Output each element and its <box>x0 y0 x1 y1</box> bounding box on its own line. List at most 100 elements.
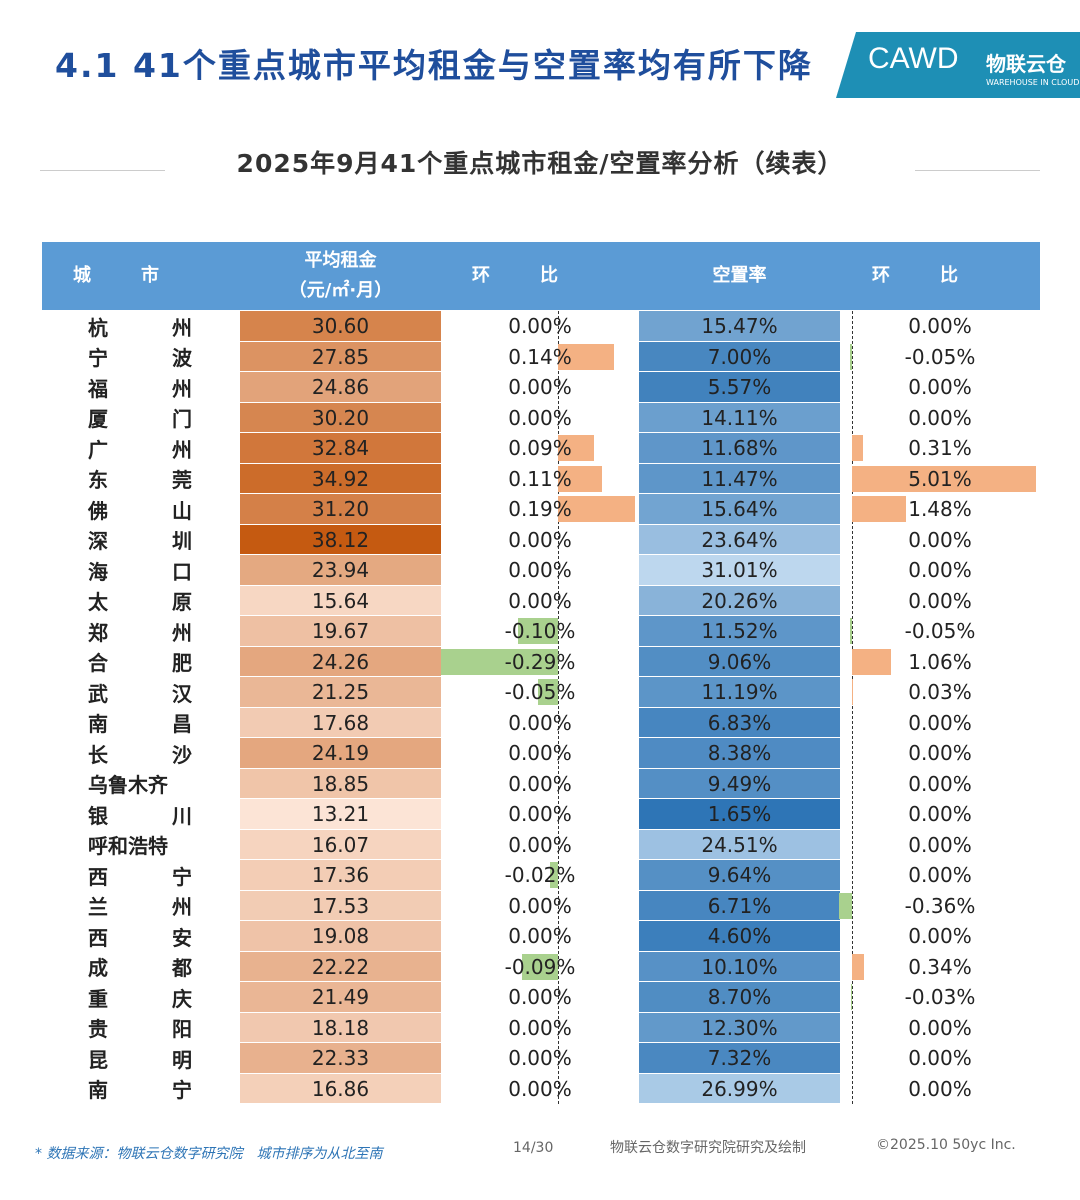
vacancy-change: 0.00% <box>908 1076 972 1101</box>
rent-change: 0.00% <box>508 741 572 765</box>
change-bar <box>549 862 558 888</box>
change-bar <box>517 618 558 644</box>
rent: 18.18 <box>311 1015 370 1040</box>
vacancy-change: 0.03% <box>908 680 972 704</box>
rent: 24.86 <box>311 375 370 399</box>
vacancy-cell <box>639 555 840 585</box>
vacancy: 8.38% <box>707 741 772 765</box>
rent: 31.20 <box>311 497 370 521</box>
rent-cell <box>240 585 441 615</box>
change-bar <box>558 465 603 492</box>
city: 昆明 <box>88 1047 192 1072</box>
city: 重庆 <box>88 986 192 1011</box>
change-bar <box>852 648 891 675</box>
vacancy-change: 1.48% <box>908 497 972 521</box>
city: 长沙 <box>88 742 192 767</box>
rent: 27.85 <box>311 344 370 369</box>
rent-change: 0.00% <box>508 527 572 552</box>
rent-cell <box>240 921 441 951</box>
rent-change: 0.00% <box>508 802 572 826</box>
city: 呼和浩特 <box>88 834 168 858</box>
credit: 物联云仓数字研究院研究及绘制 <box>610 1140 806 1156</box>
vacancy-cell <box>639 463 840 493</box>
rent-change: -0.09% <box>504 954 576 979</box>
city: 太原 <box>88 590 192 614</box>
vacancy: 31.01% <box>701 558 778 582</box>
rule <box>915 170 1040 171</box>
vacancy: 15.64% <box>701 497 778 521</box>
city: 南昌 <box>88 712 192 736</box>
vacancy-cell <box>639 372 840 402</box>
vacancy-change: 0.00% <box>908 375 972 399</box>
rent-cell <box>240 494 441 524</box>
rent-cell <box>240 677 441 707</box>
rent-cell <box>240 860 441 890</box>
column-header: 空置率 <box>639 242 840 310</box>
city: 杭州 <box>88 315 192 340</box>
vacancy-cell <box>639 921 840 951</box>
vacancy-change: 0.00% <box>908 405 972 430</box>
vacancy-cell <box>639 433 840 463</box>
vacancy-cell <box>639 402 840 432</box>
change-bar <box>850 343 852 370</box>
rent-change: 0.00% <box>508 710 572 735</box>
vacancy-change: 0.31% <box>908 436 972 460</box>
city: 福州 <box>88 376 192 401</box>
city: 西安 <box>88 925 192 950</box>
vacancy: 24.51% <box>701 832 778 857</box>
vacancy: 20.26% <box>701 588 778 613</box>
vacancy-cell <box>639 616 840 646</box>
rent-change: 0.11% <box>508 466 572 491</box>
vacancy-change: 0.00% <box>908 710 972 735</box>
change-bar <box>852 953 865 980</box>
vacancy: 11.52% <box>701 619 778 643</box>
rent-cell <box>240 707 441 737</box>
rent-change: -0.02% <box>504 863 576 887</box>
rent-change: 0.00% <box>508 924 572 948</box>
rent: 18.85 <box>311 771 370 796</box>
vacancy: 9.64% <box>707 863 772 887</box>
vacancy-change: 0.00% <box>908 314 972 338</box>
change-bar <box>850 618 852 644</box>
vacancy-change: 0.00% <box>908 558 972 582</box>
rent-cell <box>240 1073 441 1103</box>
rent: 23.94 <box>311 558 370 582</box>
city: 西宁 <box>88 864 192 889</box>
rent-cell <box>240 463 441 493</box>
city: 南宁 <box>88 1078 192 1102</box>
vacancy: 23.64% <box>701 527 778 552</box>
rent-change: 0.14% <box>508 344 572 369</box>
rent: 32.84 <box>311 436 370 460</box>
source: * 数据来源：物联云仓数字研究院 城市排序为从北至南 <box>35 1146 383 1162</box>
vacancy: 7.00% <box>707 344 772 369</box>
vacancy-change: 0.00% <box>908 1015 972 1040</box>
vacancy-cell <box>639 311 840 341</box>
vacancy-cell <box>639 524 840 554</box>
vacancy-cell <box>639 585 840 615</box>
vacancy-cell <box>639 1073 840 1103</box>
rent-change: 0.09% <box>508 436 572 460</box>
city: 宁波 <box>88 346 192 370</box>
city: 深圳 <box>88 529 192 553</box>
column-header: 平均租金 （元/㎡·月） <box>240 242 441 310</box>
rent-cell <box>240 1012 441 1042</box>
city: 兰州 <box>88 895 192 919</box>
rent-change: 0.00% <box>508 405 572 430</box>
vacancy: 6.83% <box>707 710 772 735</box>
rent-cell <box>240 738 441 768</box>
vacancy-cell <box>639 738 840 768</box>
rent: 13.21 <box>311 802 370 826</box>
rent: 17.36 <box>311 863 370 887</box>
change-bar <box>441 648 558 675</box>
rent-cell <box>240 616 441 646</box>
vacancy: 9.49% <box>707 771 772 796</box>
rent-change: 0.00% <box>508 1076 572 1101</box>
vacancy-cell <box>639 707 840 737</box>
subtitle: 2025年9月41个重点城市租金/空置率分析（续表） <box>236 149 844 178</box>
copyright: ©2025.10 50yc Inc. <box>876 1137 1016 1153</box>
vacancy: 8.70% <box>707 985 772 1009</box>
rent-change: 0.00% <box>508 558 572 582</box>
vacancy-change: 0.00% <box>908 588 972 613</box>
city: 贵阳 <box>88 1017 192 1041</box>
city: 厦门 <box>88 407 192 431</box>
